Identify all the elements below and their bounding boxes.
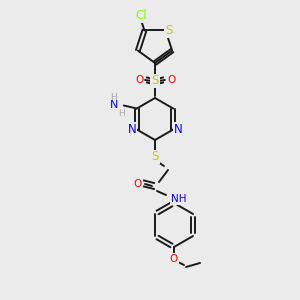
Text: H: H — [110, 93, 117, 102]
Text: S: S — [151, 74, 159, 88]
Text: N: N — [110, 100, 118, 110]
Text: O: O — [167, 75, 175, 85]
Text: NH: NH — [171, 194, 187, 204]
Text: H: H — [118, 109, 125, 118]
Text: S: S — [151, 151, 159, 164]
Text: N: N — [128, 123, 136, 136]
Text: O: O — [134, 179, 142, 189]
Text: O: O — [135, 75, 143, 85]
Text: S: S — [165, 24, 172, 37]
Text: N: N — [174, 123, 183, 136]
Text: O: O — [170, 254, 178, 264]
Text: Cl: Cl — [136, 9, 147, 22]
